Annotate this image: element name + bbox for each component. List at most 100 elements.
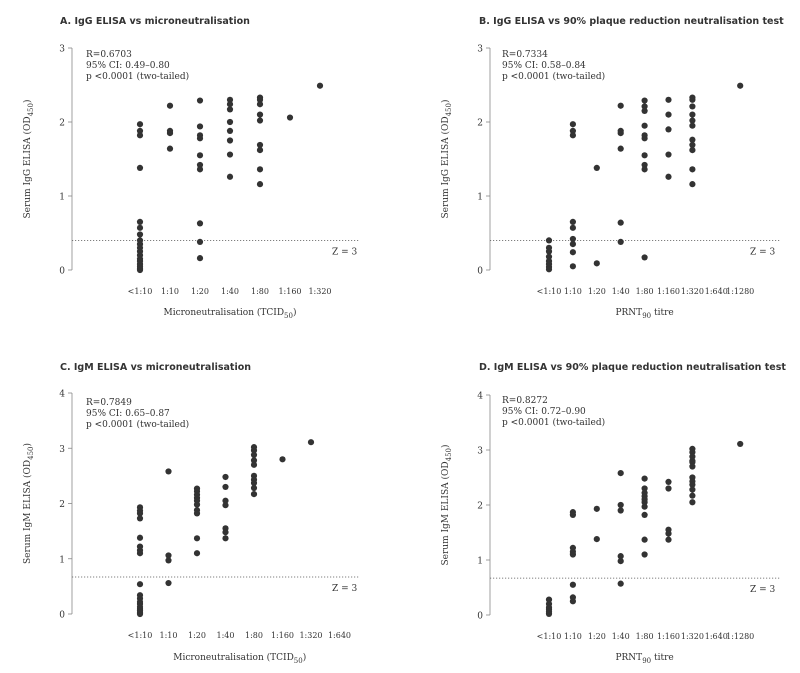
data-point [665,530,672,537]
data-point [136,515,144,522]
data-point [569,218,577,225]
panel-d-title: D. IgM ELISA vs 90% plaque reduction neu… [479,362,786,373]
x-tick-label: 1:20 [588,287,606,296]
data-point [193,535,201,542]
data-point [641,536,648,543]
data-point [136,610,144,618]
x-tick-label: 1:320 [681,287,704,296]
stats-line: 95% CI: 0.49–0.80 [86,61,170,71]
x-tick-label: 1:160 [278,287,301,296]
data-point [689,103,696,110]
data-point [737,82,744,89]
data-point [136,127,144,134]
data-point [286,114,294,121]
panel-c-chart: 0 1 2 3 4 Z = 3 <1:10 1:10 1:20 1:40 1:80 1:160 1:32… [22,390,360,665]
x-axis-label: PRNT90 titre [615,653,673,665]
data-point [196,152,204,159]
data-point [665,126,672,133]
data-point [689,117,696,124]
x-tick-label: 1:10 [161,287,179,296]
data-point [166,130,174,137]
data-point [136,121,144,128]
data-point [593,164,600,171]
threshold-label: Z = 3 [750,585,776,595]
x-tick-label: 1:80 [636,287,654,296]
data-point [641,161,648,169]
data-point [641,485,648,492]
data-point [545,610,553,618]
data-point [193,510,201,517]
data-point [569,551,577,558]
data-point [196,238,204,245]
data-point [689,486,696,493]
stats-line: p <0.0001 (two-tailed) [502,417,605,428]
y-tick-label: 3 [59,45,65,55]
data-point [689,499,696,506]
data-point [196,97,204,104]
y-tick-label: 4 [477,392,483,402]
data-point [689,492,696,499]
data-point [136,581,144,588]
stats-line: R=0.7334 [502,50,548,60]
data-point [665,536,672,543]
data-point [569,241,577,248]
x-tick-label: <1:10 [537,632,562,641]
threshold-label: Z = 3 [750,247,776,257]
data-point [226,127,234,134]
data-point [545,237,553,244]
data-point [545,266,553,273]
data-point [641,166,648,173]
x-tick-label: 1:40 [612,287,630,296]
stats-line: R=0.7849 [86,398,132,408]
data-point [569,127,577,134]
data-point [250,479,258,487]
y-tick-label: 3 [477,45,483,55]
panel-a-title: A. IgG ELISA vs microneutralisation [60,16,250,27]
data-point [665,173,672,180]
threshold-label: Z = 3 [332,247,358,257]
data-point [689,463,696,470]
data-point [641,122,648,129]
data-point [136,218,144,225]
data-point [250,461,258,468]
y-tick-label: 1 [477,557,483,567]
data-point [136,534,144,541]
data-point [617,102,624,109]
stats-line: p <0.0001 (two-tailed) [86,419,189,430]
data-point [165,468,172,475]
x-tick-label: <1:10 [128,631,153,640]
data-point [545,253,553,260]
x-tick-label: 1:320 [681,632,704,641]
stats-line: p <0.0001 (two-tailed) [86,71,189,82]
data-point [256,96,264,103]
data-point [665,478,672,485]
x-tick-label: 1:640 [705,287,728,296]
data-point [250,457,258,464]
stats-line: p <0.0001 (two-tailed) [502,71,605,82]
data-point [641,97,648,104]
x-tick-label: 1:80 [636,632,654,641]
x-tick-label: 1:80 [245,631,263,640]
x-tick-label: 1:10 [564,632,582,641]
data-point [166,102,174,109]
data-point [250,491,258,498]
y-tick-label: 3 [477,447,483,457]
x-tick-label: 1:10 [160,631,178,640]
data-point [617,580,624,587]
data-point [256,147,264,154]
data-point [250,484,258,492]
data-point [689,181,696,188]
data-point [641,107,648,114]
x-tick-label: 1:160 [657,287,680,296]
y-tick-label: 2 [477,502,483,512]
data-point [316,82,324,89]
x-tick-label: 1:640 [328,631,351,640]
panel-b-title: B. IgG ELISA vs 90% plaque reduction neu… [479,16,784,27]
data-point [256,111,264,118]
data-point [617,130,624,137]
data-point [569,121,577,128]
y-tick-label: 0 [59,267,65,277]
data-point [256,101,264,108]
data-point [136,164,144,171]
x-tick-label: 1:320 [308,287,331,296]
